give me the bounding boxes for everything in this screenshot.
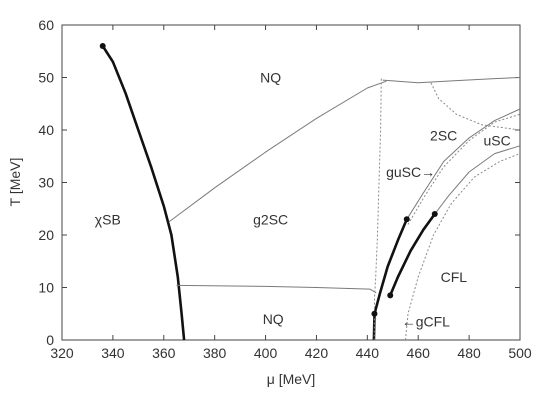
x-tick-label: 480 [457, 345, 481, 361]
region-label: g2SC [253, 211, 288, 227]
critical-point [371, 310, 378, 317]
region-label: NQ [260, 70, 281, 86]
x-tick-label: 400 [254, 345, 278, 361]
phase-boundary-thick-0 [101, 45, 186, 341]
phase-boundary-thin-4 [382, 77, 521, 84]
x-axis-label: μ [MeV] [267, 371, 316, 387]
region-label: CFL [441, 269, 468, 285]
x-tick-label: 340 [101, 345, 125, 361]
phase-boundary-thin-6 [406, 108, 521, 220]
phase-boundary-thin-3 [168, 80, 387, 223]
x-tick-label: 500 [508, 345, 532, 361]
x-tick-label: 460 [407, 345, 431, 361]
phase-boundary-thick-2 [389, 213, 436, 296]
x-tick-label: 320 [50, 345, 74, 361]
phase-boundary-dotted-11 [405, 153, 521, 341]
region-label: uSC [483, 133, 510, 149]
y-tick-label: 0 [46, 332, 54, 348]
region-label: χSB [95, 211, 121, 227]
y-tick-label: 20 [38, 227, 54, 243]
x-tick-label: 440 [356, 345, 380, 361]
critical-point [403, 216, 410, 223]
critical-point [99, 43, 106, 49]
y-tick-label: 60 [38, 17, 54, 33]
region-label: 2SC [430, 127, 457, 143]
phase-boundary-thick-1 [372, 218, 408, 341]
phase-boundary-dotted-9 [430, 82, 521, 131]
phase-boundary-dotted-8 [373, 78, 382, 341]
x-tick-label: 380 [203, 345, 227, 361]
plot-frame [61, 24, 521, 341]
y-tick-label: 40 [38, 122, 54, 138]
y-tick-label: 30 [38, 175, 54, 191]
region-label: NQ [263, 311, 284, 327]
x-tick-label: 420 [305, 345, 329, 361]
region-label: guSC→ [386, 164, 435, 180]
critical-point [431, 211, 438, 217]
phase-boundary-thin-7 [434, 145, 521, 215]
y-tick-label: 10 [38, 280, 54, 296]
region-label: ←gCFL [402, 314, 450, 330]
y-tick-label: 50 [38, 70, 54, 86]
phase-boundary-dotted-10 [407, 113, 521, 225]
critical-point [387, 292, 394, 299]
x-tick-label: 360 [152, 345, 176, 361]
phase-boundary-thin-5 [176, 284, 377, 294]
y-axis-label: T [MeV] [7, 158, 23, 207]
